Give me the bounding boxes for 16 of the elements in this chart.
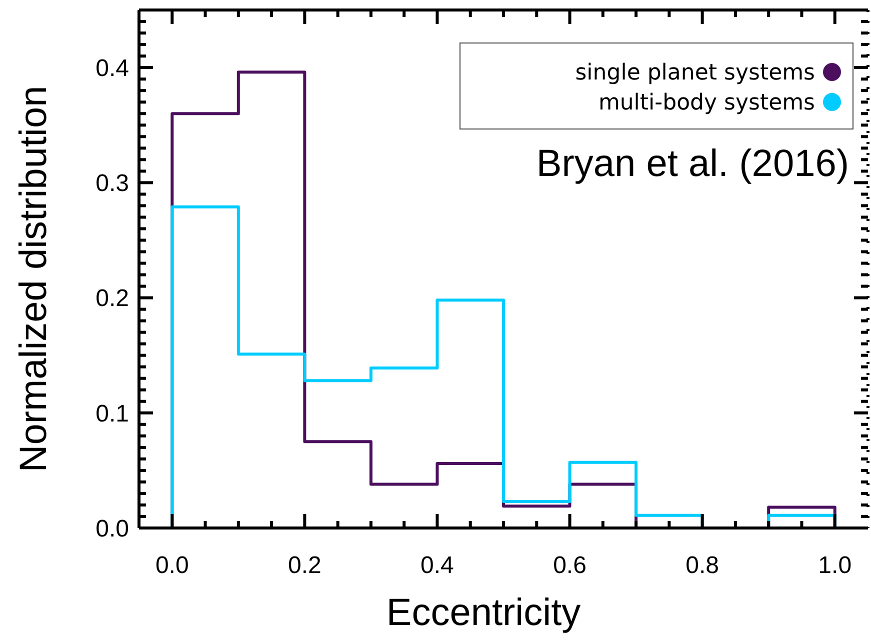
x-tick-label: 0.0: [155, 552, 189, 579]
x-tick-label: 0.4: [420, 552, 454, 579]
x-tick-label: 1.0: [818, 552, 852, 579]
y-tick-label: 0.1: [96, 400, 129, 428]
y-tick-label: 0.0: [96, 515, 129, 542]
legend-label: multi-body systems: [598, 90, 815, 116]
x-tick-label: 0.6: [553, 552, 586, 579]
x-tick-label: 0.2: [288, 552, 322, 579]
annotation: Bryan et al. (2016): [536, 143, 849, 185]
y-axis-title: Normalized distribution: [13, 86, 55, 472]
y-tick-label: 0.4: [96, 54, 129, 82]
x-axis-title: Eccentricity: [386, 592, 581, 634]
y-tick-label: 0.3: [96, 170, 129, 198]
y-tick-label: 0.2: [96, 285, 129, 312]
legend-label: single planet systems: [575, 60, 815, 86]
x-tick-label: 0.8: [686, 552, 720, 579]
